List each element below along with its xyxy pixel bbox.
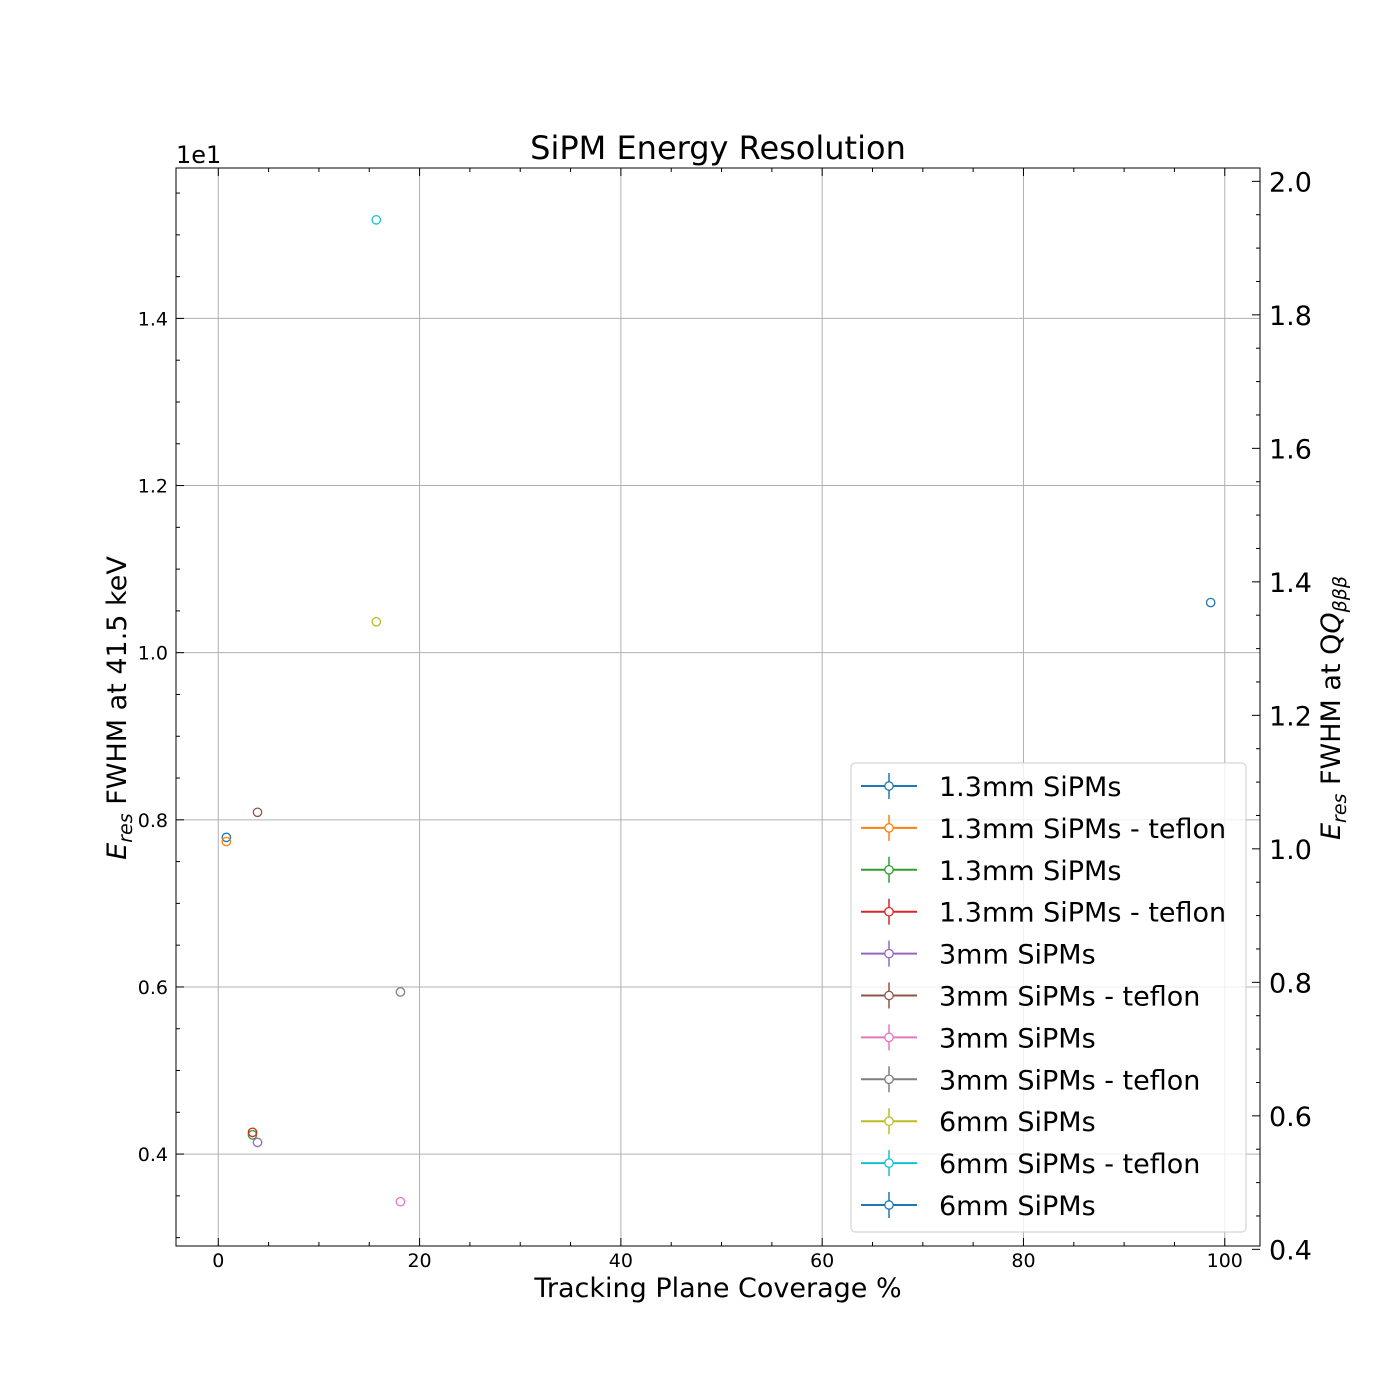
legend-label: 1.3mm SiPMs: [939, 856, 1121, 887]
legend-marker: [884, 990, 894, 1001]
y-right-tick-label: 1.0: [1269, 835, 1312, 866]
x-tick-label: 40: [609, 1250, 633, 1272]
y-axis-label-left-rest: FWHM at 41.5 keV: [102, 556, 133, 814]
legend-label: 1.3mm SiPMs - teflon: [939, 898, 1226, 929]
grid-lines: [176, 168, 1260, 1246]
y-axis-label-right: Eres FWHM at QQβββ: [1316, 576, 1351, 840]
legend-label: 6mm SiPMs: [939, 1107, 1096, 1138]
x-tick-label: 0: [212, 1250, 224, 1272]
data-point: [247, 1127, 258, 1138]
data-point: [252, 1137, 263, 1148]
legend-label: 1.3mm SiPMs - teflon: [939, 814, 1226, 845]
legend-marker: [884, 948, 894, 959]
y-right-tick-label: 0.4: [1269, 1235, 1312, 1266]
legend-marker: [884, 1200, 894, 1210]
legend-entries: 1.3mm SiPMs 1.3mm SiPMs - teflon 1.3mm SiP…: [861, 772, 1226, 1222]
legend-marker: [884, 781, 894, 791]
data-point: [247, 1130, 258, 1140]
x-tick-label: 20: [407, 1250, 431, 1272]
y-tick-label: 0.4: [138, 1144, 168, 1166]
y-right-tick-label: 0.8: [1269, 968, 1312, 999]
legend-label: 3mm SiPMs - teflon: [939, 982, 1200, 1013]
y-right-tick-label: 1.4: [1269, 568, 1312, 599]
legend-label: 6mm SiPMs: [939, 1191, 1096, 1222]
y-axis-label-right-rest: FWHM at Q: [1316, 634, 1347, 794]
data-points: [221, 214, 1216, 1207]
legend: 1.3mm SiPMs 1.3mm SiPMs - teflon 1.3mm SiP…: [850, 762, 1247, 1233]
axis-ticks: 0 20 40 60 80 100 0.4 0.6 0.8 1.0 1.2 1.4 0.4 0.6 0.8 1…: [138, 167, 1312, 1272]
data-point: [395, 987, 406, 997]
y-tick-label: 1.2: [138, 476, 168, 498]
legend-label: 3mm SiPMs: [939, 1023, 1096, 1054]
y-axis-label-left-main: E: [102, 843, 133, 860]
legend-marker: [884, 1032, 894, 1043]
y-tick-label: 0.8: [138, 810, 168, 832]
legend-marker: [884, 864, 894, 875]
y-tick-label: 1.4: [138, 308, 168, 330]
legend-marker: [884, 1074, 894, 1085]
data-point: [371, 214, 382, 225]
y-axis-label-right-sub: res: [1329, 793, 1351, 823]
y-axis-label-right-q-sub: βββ: [1329, 576, 1351, 613]
y-axis-label-right-main: E: [1316, 823, 1347, 840]
x-tick-label: 80: [1011, 1250, 1035, 1272]
y-axis-label-left-sub: res: [115, 813, 137, 843]
y-axis-label-left: Eres FWHM at 41.5 keV: [102, 556, 137, 860]
y-axis-label-right-q: Q: [1316, 612, 1347, 633]
data-point: [221, 836, 232, 847]
legend-box: [850, 762, 1247, 1233]
y-right-tick-label: 2.0: [1269, 167, 1312, 198]
data-point: [221, 832, 232, 843]
legend-label: 3mm SiPMs: [939, 940, 1096, 971]
y-right-tick-label: 0.6: [1269, 1102, 1312, 1133]
y-axis-offset-text: 1e1: [176, 141, 221, 169]
x-tick-label: 60: [810, 1250, 834, 1272]
legend-marker: [884, 823, 894, 833]
data-point: [395, 1196, 406, 1207]
y-tick-label: 0.6: [138, 977, 168, 999]
x-axis-label: Tracking Plane Coverage %: [533, 1273, 901, 1304]
y-right-tick-label: 1.2: [1269, 701, 1312, 732]
x-tick-label: 100: [1207, 1250, 1243, 1272]
legend-label: 6mm SiPMs - teflon: [939, 1149, 1200, 1180]
legend-label: 1.3mm SiPMs: [939, 772, 1121, 803]
chart-title: SiPM Energy Resolution: [530, 129, 906, 167]
data-point: [371, 616, 382, 627]
legend-marker: [884, 906, 894, 917]
legend-marker: [884, 1116, 894, 1127]
plot-frame: [175, 167, 1261, 1247]
y-right-tick-label: 1.8: [1269, 301, 1312, 332]
legend-label: 3mm SiPMs - teflon: [939, 1065, 1200, 1096]
legend-marker: [884, 1158, 894, 1168]
data-point: [252, 807, 263, 818]
data-point: [1205, 597, 1216, 608]
y-right-tick-label: 1.6: [1269, 434, 1312, 465]
y-tick-label: 1.0: [138, 643, 168, 665]
